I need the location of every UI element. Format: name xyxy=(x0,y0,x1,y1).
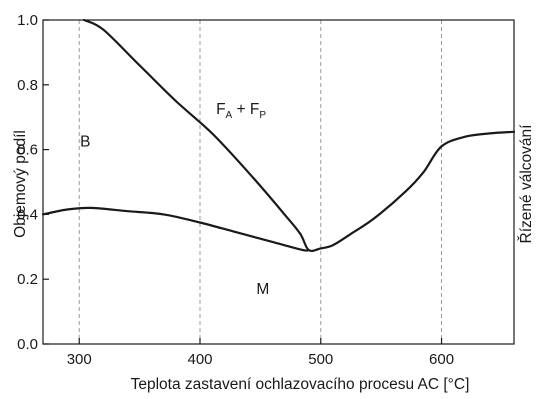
tick-labels: 300 400 500 600 0.0 0.2 0.4 0.6 0.8 1.0 xyxy=(17,12,454,368)
region-label-f1: F xyxy=(216,101,225,118)
curve-upper xyxy=(83,18,516,253)
y-tick-label-0.4: 0.4 xyxy=(17,206,38,223)
region-label-martensite: M xyxy=(256,281,269,298)
y-tick-label-0.2: 0.2 xyxy=(17,271,38,288)
data-curves xyxy=(41,18,516,253)
region-label-plus-f: + F xyxy=(232,101,259,118)
y-tick-label-1: 1.0 xyxy=(17,12,38,29)
region-label-bainite: B xyxy=(80,134,90,151)
axis-ticks xyxy=(43,19,443,345)
plot-frame xyxy=(42,19,515,345)
x-axis-title: Teplota zastavení ochlazovacího procesu … xyxy=(131,376,470,393)
region-label-sub-a: A xyxy=(226,110,233,121)
right-axis-title: Řízené válcování xyxy=(518,124,535,244)
curve-lower xyxy=(41,206,310,252)
vertical-gridlines xyxy=(78,20,443,344)
region-label-ferrite: FA + FP xyxy=(216,101,266,121)
y-tick-label-0.8: 0.8 xyxy=(17,77,38,94)
x-tick-label-600: 600 xyxy=(429,351,454,368)
y-tick-label-0: 0.0 xyxy=(17,336,38,353)
x-tick-label-500: 500 xyxy=(308,351,333,368)
region-labels: B M FA + FP xyxy=(80,101,269,298)
x-tick-label-300: 300 xyxy=(67,351,92,368)
x-tick-label-400: 400 xyxy=(187,351,212,368)
region-label-sub-p: P xyxy=(259,110,266,121)
y-tick-label-0.6: 0.6 xyxy=(17,142,38,159)
y-axis-title: Objemový podíl xyxy=(12,130,29,238)
